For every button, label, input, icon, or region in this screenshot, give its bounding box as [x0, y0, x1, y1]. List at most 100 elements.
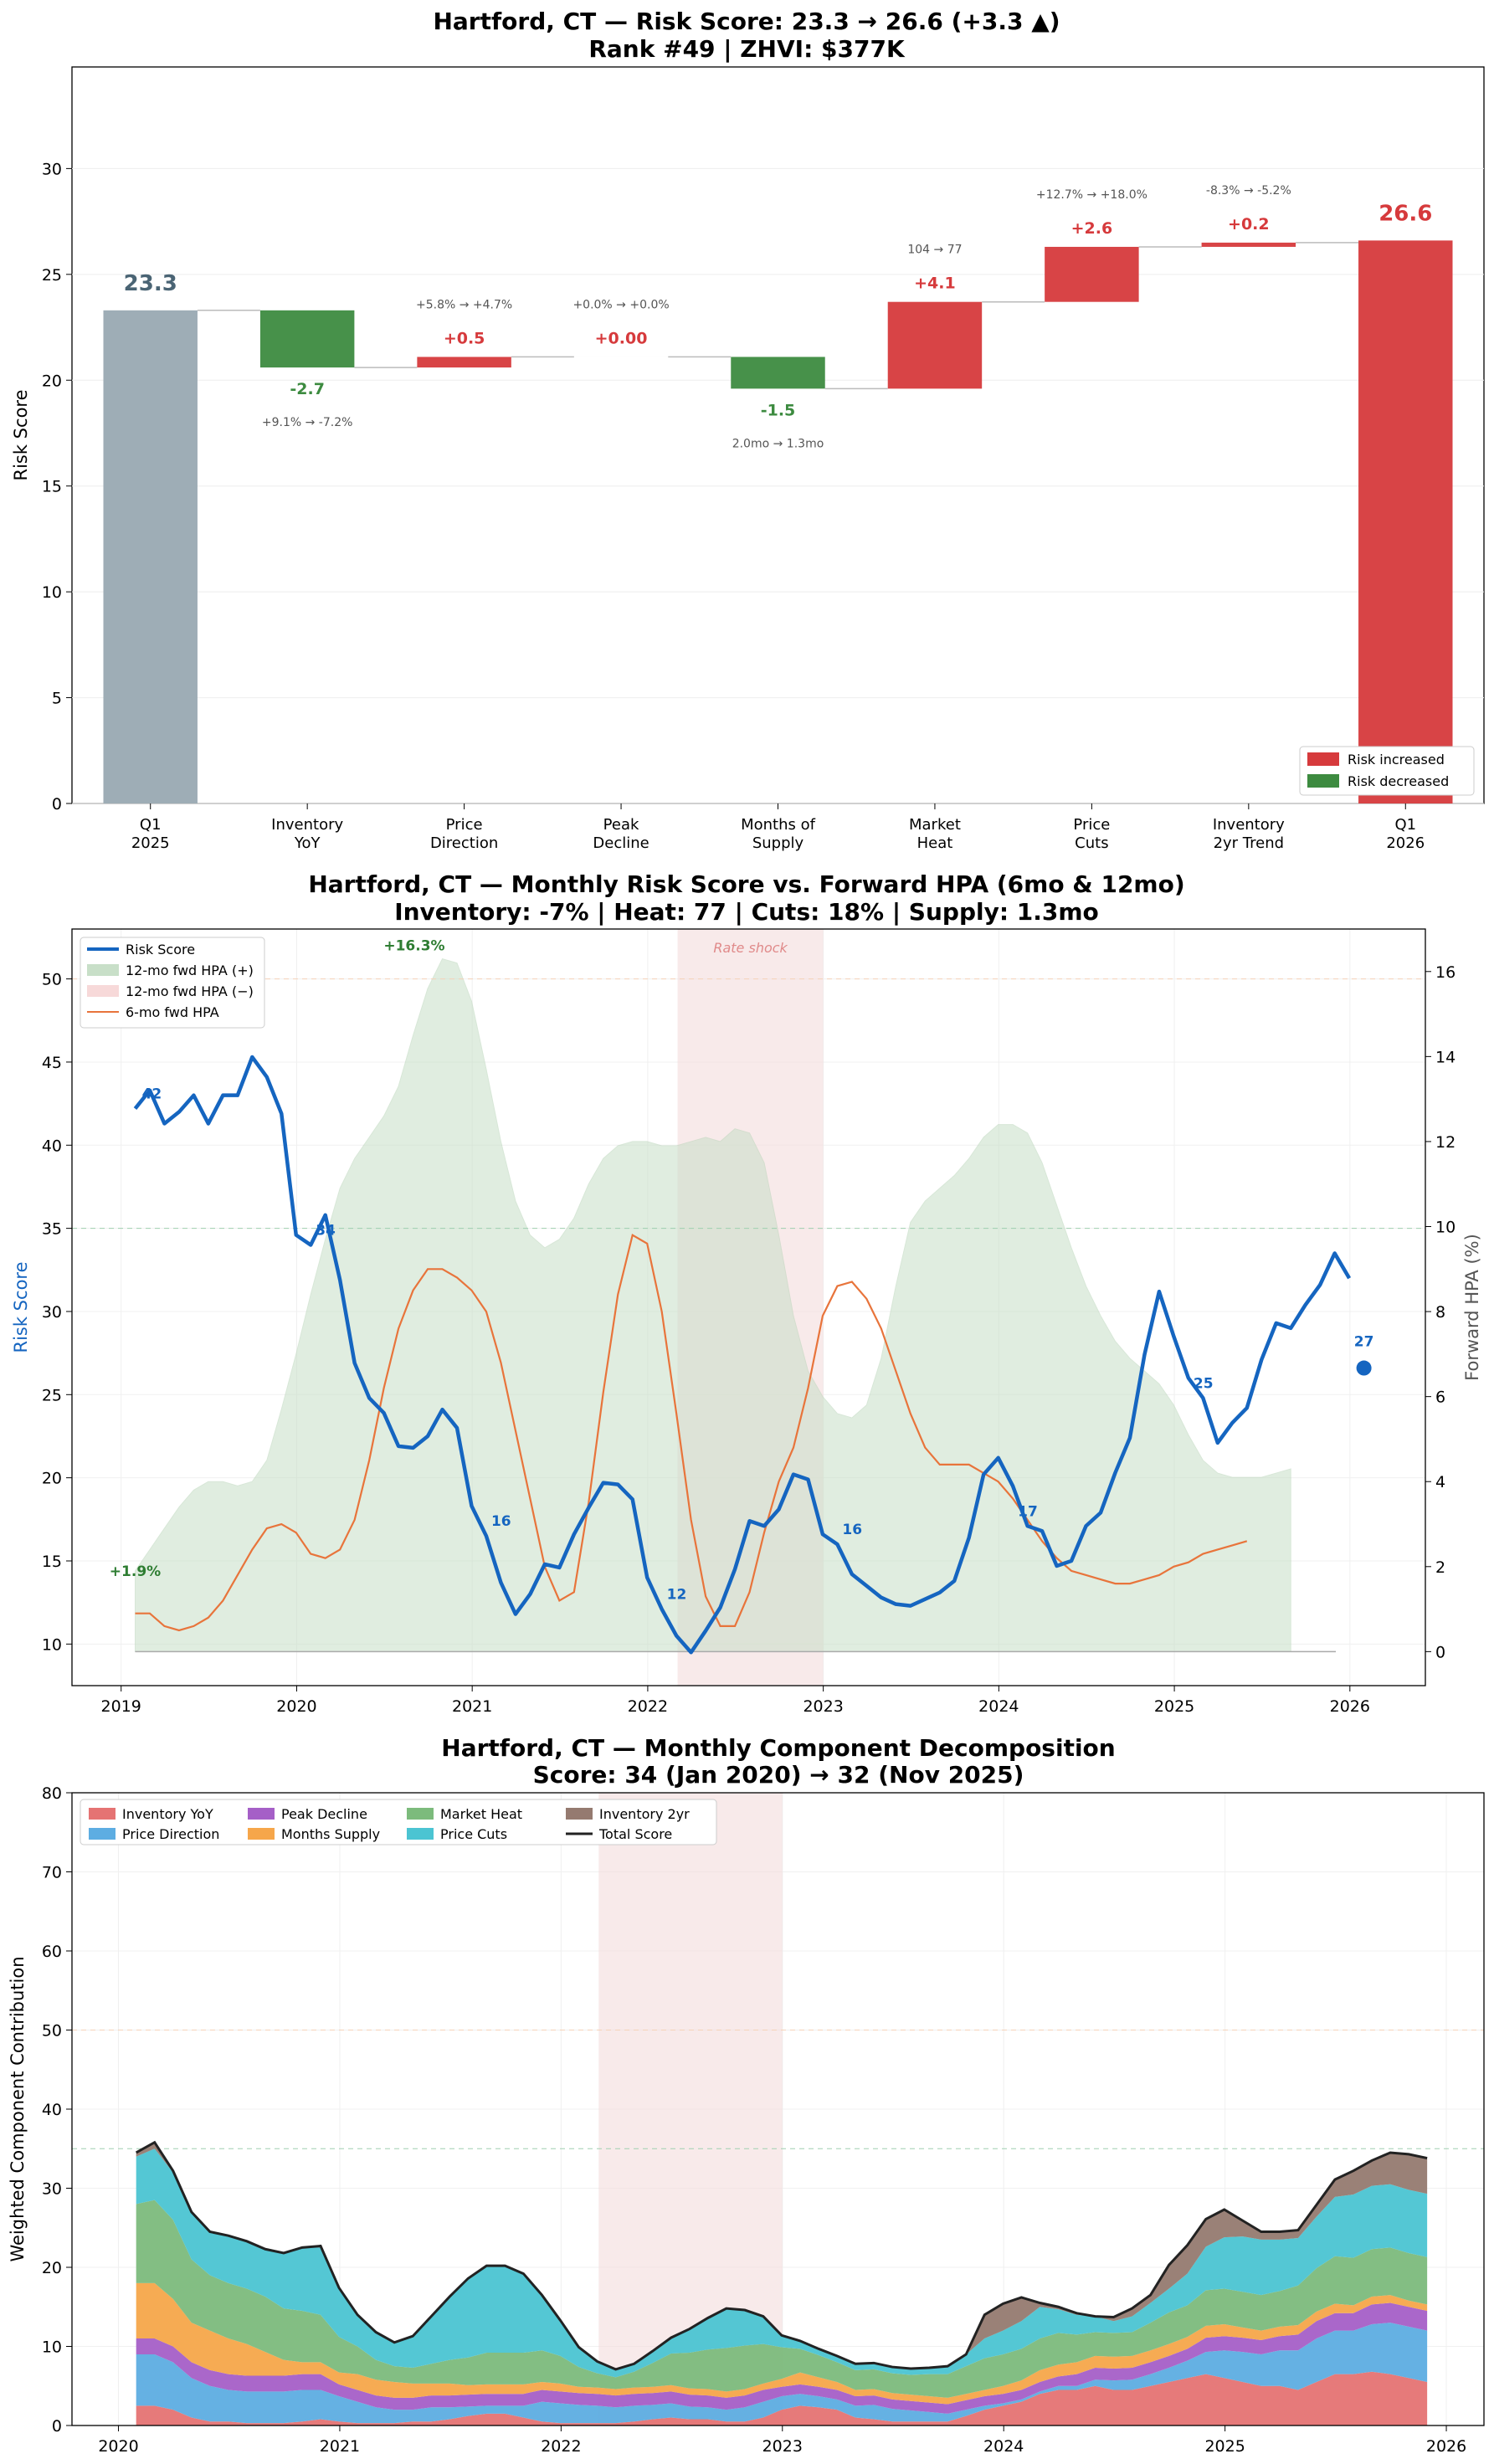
decomp-y-label: Weighted Component Contribution	[8, 1956, 28, 2261]
decomp-title-line2: Score: 34 (Jan 2020) → 32 (Nov 2025)	[533, 1761, 1024, 1789]
hpa-xtick-label: 2020	[276, 1697, 316, 1716]
decomp-legend-label: Months Supply	[281, 1826, 380, 1842]
waterfall-detail-label: +12.7% → +18.0%	[1036, 188, 1147, 202]
legend-hpa6: 6-mo fwd HPA	[126, 1004, 219, 1020]
risk-point-label: 42	[142, 1086, 162, 1103]
risk-point-label: 17	[1018, 1503, 1038, 1520]
waterfall-bar-2	[259, 310, 355, 368]
waterfall-category-label: Cuts	[1075, 834, 1108, 852]
waterfall-chart: Hartford, CT — Risk Score: 23.3 → 26.6 (…	[11, 8, 1485, 852]
risk-point-label: 16	[491, 1513, 511, 1530]
waterfall-detail-label: -8.3% → -5.2%	[1206, 184, 1291, 198]
waterfall-bar-6	[887, 301, 983, 389]
total-score-line	[135, 2140, 1428, 2371]
decomp-legend-label: Total Score	[598, 1826, 672, 1842]
waterfall-category-label: Price	[446, 816, 483, 834]
hpa-xtick-label: 2026	[1330, 1697, 1370, 1716]
decomp-ytick-label: 50	[42, 2022, 62, 2041]
waterfall-ytick-label: 30	[42, 160, 62, 178]
hpa-left-ytick-label: 10	[42, 1635, 62, 1654]
decomp-legend-label: Price Direction	[122, 1826, 219, 1842]
hpa-right-ytick-label: 6	[1435, 1389, 1445, 1407]
waterfall-ytick-label: 5	[52, 690, 62, 708]
hpa-left-ytick-label: 15	[42, 1553, 62, 1571]
waterfall-value-label: +2.6	[1071, 219, 1113, 238]
waterfall-category-label: Heat	[917, 834, 953, 852]
hpa-xtick-label: 2025	[1154, 1697, 1194, 1716]
decomp-ytick-label: 70	[42, 1864, 62, 1882]
waterfall-category-label: Market	[909, 816, 961, 834]
hpa-title-line1: Hartford, CT — Monthly Risk Score vs. Fo…	[308, 870, 1184, 898]
waterfall-category-label: 2026	[1386, 834, 1425, 852]
decomp-ytick-label: 30	[42, 2180, 62, 2199]
decomp-legend-label: Inventory 2yr	[599, 1806, 690, 1822]
waterfall-detail-label: +5.8% → +4.7%	[416, 298, 512, 311]
waterfall-category-label: Decline	[593, 834, 649, 852]
legend-hpa-neg: 12-mo fwd HPA (−)	[126, 983, 254, 999]
hpa-right-ytick-label: 4	[1435, 1473, 1445, 1491]
waterfall-value-label: 23.3	[124, 271, 177, 296]
decomp-xtick-label: 2024	[983, 2437, 1024, 2456]
waterfall-category-label: 2yr Trend	[1214, 834, 1285, 852]
decomp-legend-swatch	[407, 1828, 434, 1840]
decomp-legend-label: Market Heat	[440, 1806, 522, 1822]
waterfall-category-label: 2025	[131, 834, 170, 852]
hpa-right-ytick-label: 12	[1435, 1133, 1455, 1152]
waterfall-title-line2: Rank #49 | ZHVI: $377K	[588, 35, 906, 63]
waterfall-bar-1	[103, 310, 198, 804]
decomp-ytick-label: 10	[42, 2338, 62, 2357]
hpa-axes-frame	[71, 928, 1426, 1686]
legend-swatch-hpa-neg	[87, 985, 119, 997]
waterfall-detail-label: +9.1% → -7.2%	[262, 416, 353, 429]
decomp-ytick-label: 60	[42, 1943, 62, 1961]
decomp-legend-box	[80, 1799, 717, 1845]
decomp-legend-swatch	[248, 1828, 275, 1840]
decomp-legend-swatch	[89, 1808, 116, 1820]
decomp-legend: Inventory YoY Price Direction Peak Decline…	[80, 1799, 717, 1845]
decomp-legend-label: Price Cuts	[440, 1826, 507, 1842]
decomp-ytick-label: 40	[42, 2101, 62, 2119]
legend-swatch-increase	[1307, 752, 1339, 766]
hpa-title-line2: Inventory: -7% | Heat: 77 | Cuts: 18% | …	[394, 898, 1099, 926]
hpa-legend-box	[80, 937, 265, 1029]
waterfall-ytick-label: 0	[52, 795, 62, 814]
waterfall-value-label: +0.2	[1228, 215, 1270, 234]
current-risk-marker	[1356, 1360, 1372, 1376]
waterfall-bar-5	[731, 357, 825, 389]
hpa-xtick-label: 2024	[978, 1697, 1019, 1716]
area-market-heat	[136, 2200, 1428, 2398]
waterfall-detail-label: 2.0mo → 1.3mo	[732, 437, 824, 450]
hpa-right-ytick-label: 14	[1435, 1048, 1455, 1066]
decomp-legend-swatch	[248, 1808, 275, 1820]
waterfall-category-label: Q1	[1394, 816, 1416, 834]
waterfall-axes-frame	[71, 66, 1485, 804]
decomp-legend-label: Peak Decline	[281, 1806, 367, 1822]
hpa-left-ytick-label: 25	[42, 1386, 62, 1404]
waterfall-detail-label: 104 → 77	[907, 244, 962, 257]
legend-risk-score: Risk Score	[126, 942, 195, 957]
hpa-left-y-label: Risk Score	[11, 1261, 31, 1353]
hpa-left-ytick-label: 45	[42, 1054, 62, 1072]
hpa-left-ytick-label: 40	[42, 1137, 62, 1155]
current-risk-label: 27	[1354, 1334, 1374, 1351]
waterfall-category-label: Q1	[140, 816, 162, 834]
hpa12-positive-area	[135, 957, 1291, 1652]
hpa-left-ytick-label: 50	[42, 971, 62, 989]
decomp-xtick-label: 2021	[320, 2437, 360, 2456]
decomp-legend-swatch	[407, 1808, 434, 1820]
waterfall-value-label: 26.6	[1378, 201, 1432, 226]
decomp-xtick-label: 2020	[98, 2437, 138, 2456]
waterfall-title-line1: Hartford, CT — Risk Score: 23.3 → 26.6 (…	[433, 8, 1060, 35]
decomp-ytick-label: 80	[42, 1784, 62, 1803]
risk-point-label: 25	[1194, 1375, 1214, 1392]
waterfall-category-label: Inventory	[1213, 816, 1285, 834]
decomp-legend-swatch	[89, 1828, 116, 1840]
risk-score-line	[133, 1055, 1352, 1655]
waterfall-bar-7	[1045, 246, 1139, 302]
decomp-ytick-label: 20	[42, 2259, 62, 2277]
waterfall-ytick-label: 15	[42, 478, 62, 496]
hpa-right-y-label: Forward HPA (%)	[1462, 1234, 1482, 1381]
waterfall-category-label: YoY	[294, 834, 321, 852]
hpa-right-ytick-label: 0	[1435, 1643, 1445, 1661]
